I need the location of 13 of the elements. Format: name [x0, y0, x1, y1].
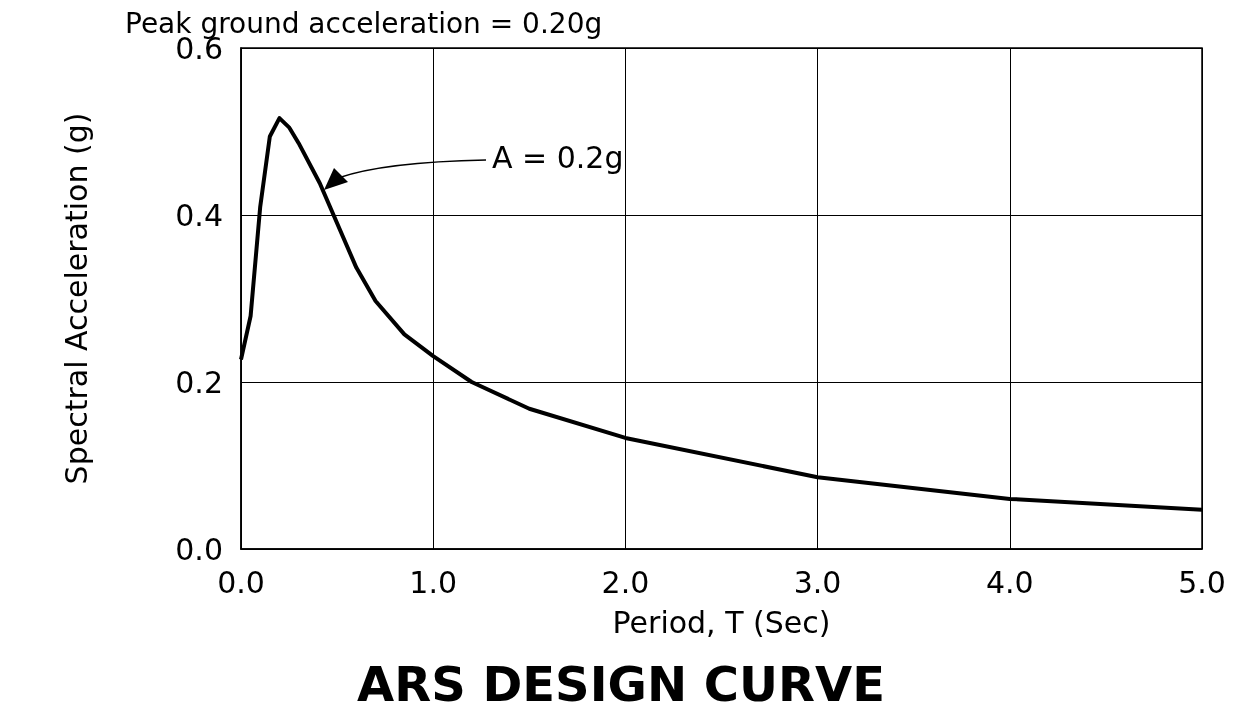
x-tick-label: 3.0 [793, 564, 842, 600]
y-tick-label: 0.4 [175, 197, 223, 233]
x-axis-title: Period, T (Sec) [612, 604, 831, 640]
x-tick-label: 0.0 [217, 564, 265, 600]
text: ARS DESIGN CURVE [357, 656, 885, 712]
x-tick-label: 5.0 [1178, 564, 1226, 600]
x-tick-label: 1.0 [409, 564, 458, 600]
y-axis-title: Spectral Acceleration (g) [58, 112, 94, 485]
x-tick-label: 4.0 [985, 564, 1034, 600]
annotation: A = 0.2g [492, 139, 624, 175]
y-tick-label: 0.2 [175, 364, 223, 400]
x-tick-label: 2.0 [601, 564, 650, 600]
y-tick-label: 0.0 [175, 531, 223, 567]
